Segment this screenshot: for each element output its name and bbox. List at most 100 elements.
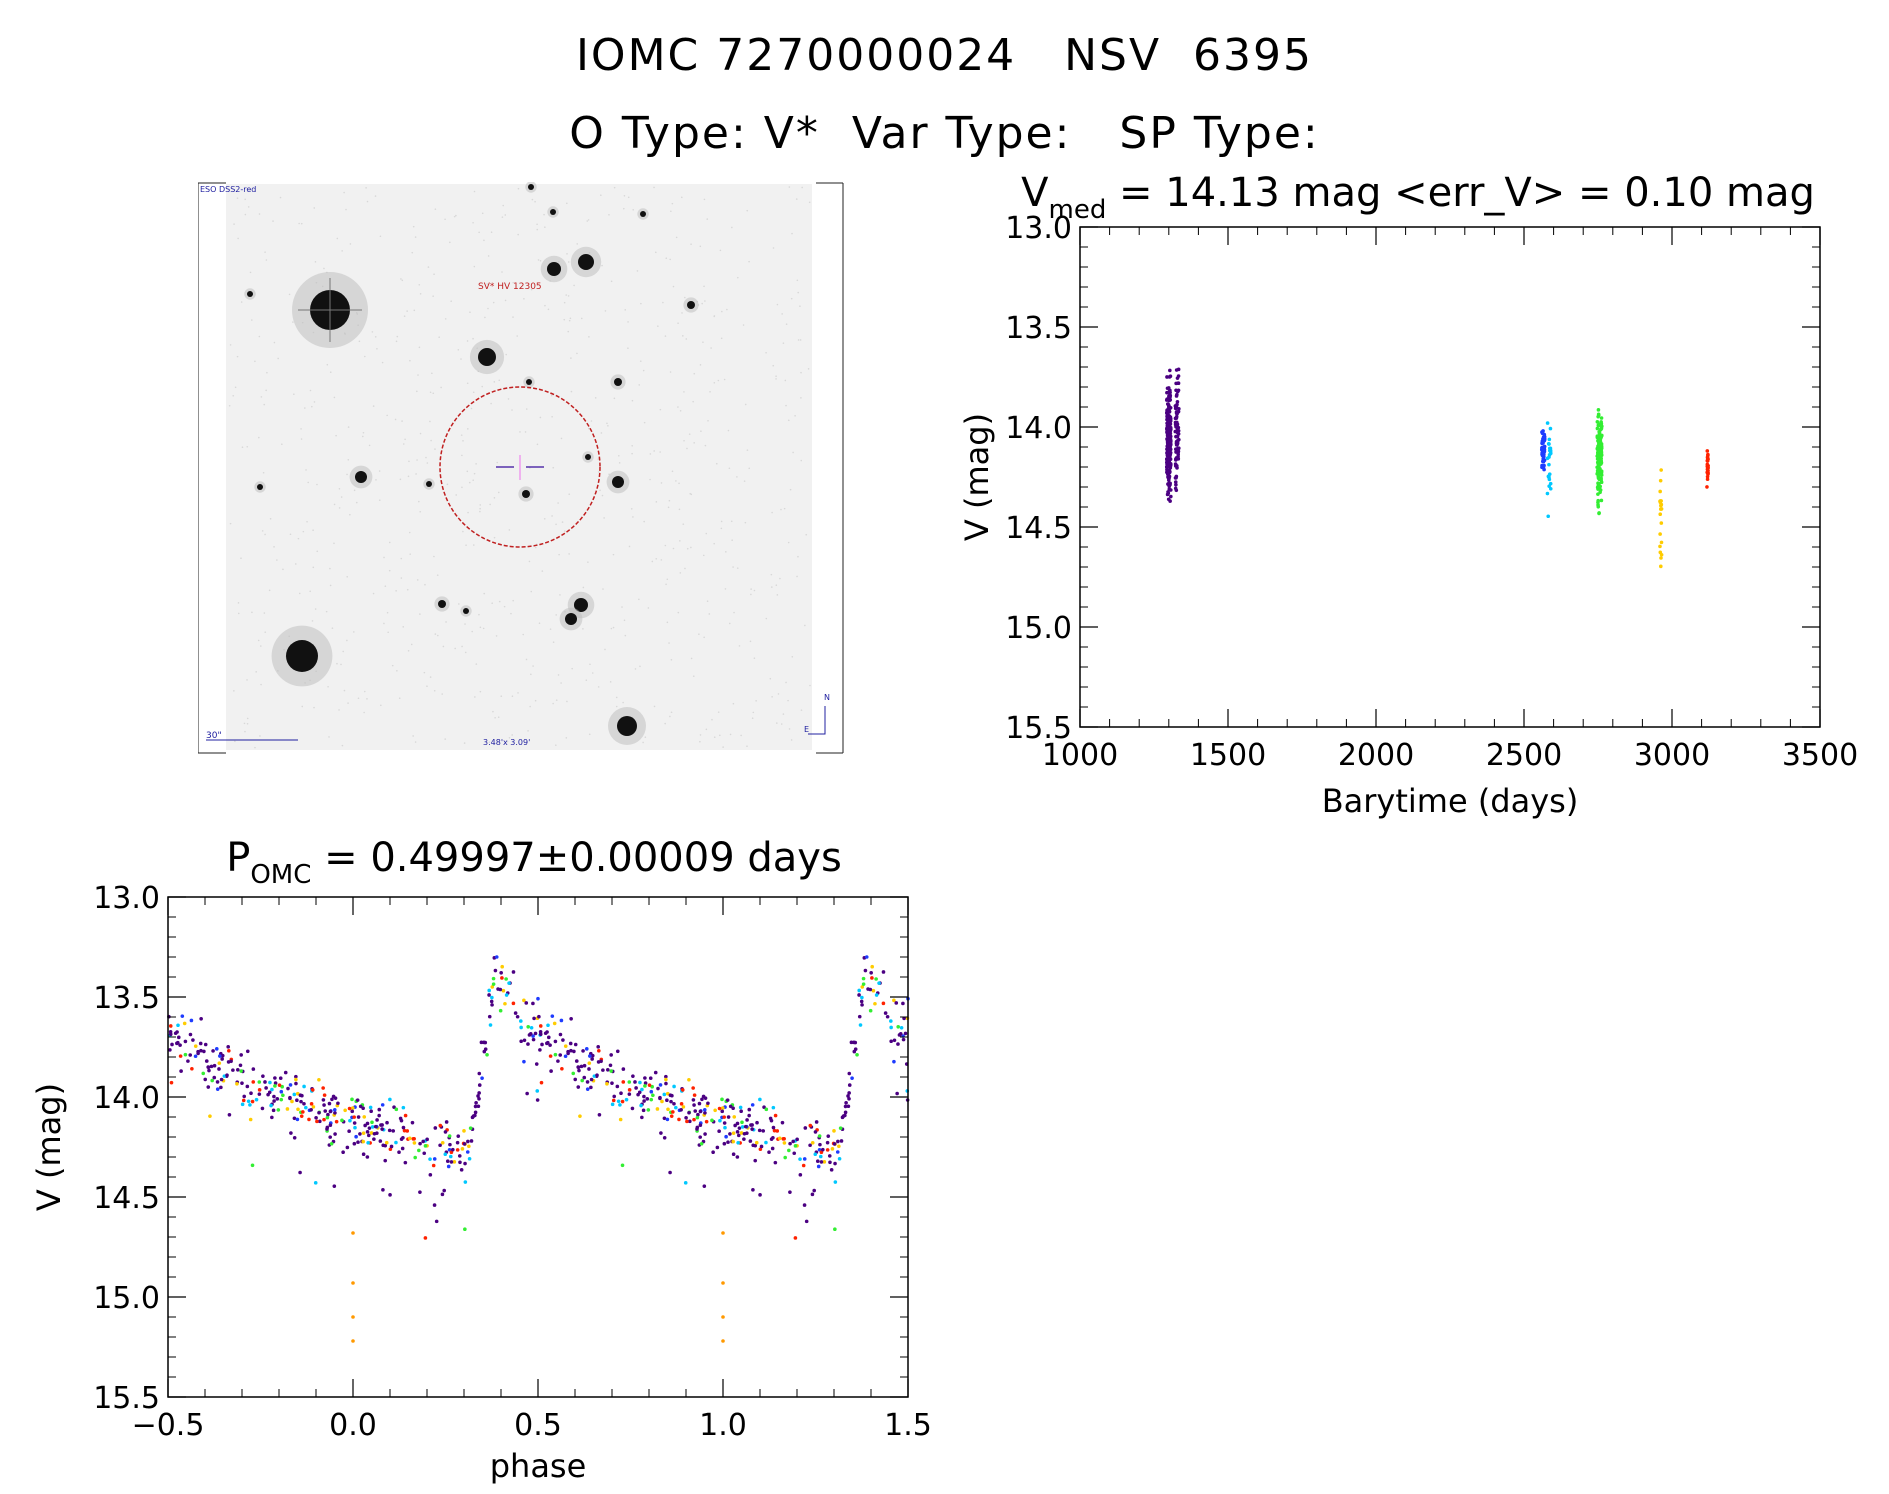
phase-curve-y-tick-label: 13.5	[93, 981, 160, 1016]
sky-noise	[746, 209, 749, 212]
phase-curve-point	[471, 1114, 476, 1118]
phase-curve-point	[356, 1115, 361, 1119]
sky-noise	[723, 378, 726, 381]
phase-curve-point	[411, 1137, 416, 1141]
phase-curve-point	[260, 1106, 265, 1111]
light-curve-point	[1176, 367, 1181, 372]
sky-noise	[787, 699, 789, 702]
phase-curve-point	[810, 1140, 815, 1145]
phase-curve-point	[225, 1073, 229, 1077]
phase-curve-point	[609, 1069, 613, 1073]
phase-curve-point	[476, 1094, 480, 1098]
phase-curve-point	[812, 1188, 817, 1193]
light-curve-point	[1596, 446, 1601, 451]
sky-noise	[627, 196, 630, 199]
sky-noise	[391, 664, 394, 667]
sky-noise	[571, 667, 573, 670]
sky-noise	[498, 379, 501, 382]
phase-curve-point	[463, 1161, 467, 1166]
sky-noise	[472, 544, 475, 546]
phase-curve-point	[458, 1160, 462, 1165]
phase-curve-point	[767, 1150, 771, 1154]
sky-noise	[568, 319, 571, 322]
sky-noise	[555, 744, 557, 746]
sky-noise	[431, 372, 433, 375]
sky-noise	[665, 583, 667, 586]
phase-curve-point	[698, 1135, 702, 1139]
sky-noise	[440, 386, 442, 389]
phase-curve-point	[279, 1097, 284, 1102]
light-curve-point	[1548, 486, 1553, 491]
phase-curve-point	[407, 1136, 412, 1141]
sky-noise	[336, 662, 338, 665]
phase-curve-point	[569, 1016, 573, 1021]
sky-noise	[416, 579, 419, 581]
phase-curve-point	[827, 1154, 832, 1158]
phase-curve-point	[605, 1068, 610, 1072]
phase-curve-point	[580, 1078, 584, 1083]
sky-noise	[711, 718, 713, 721]
phase-curve-point	[620, 1163, 625, 1168]
sky-noise	[732, 566, 734, 568]
phase-curve-point	[235, 1082, 239, 1086]
phase-curve-point	[627, 1092, 632, 1096]
phase-curve-point	[352, 1141, 357, 1146]
phase-curve-point	[868, 1008, 873, 1013]
phase-curve-point	[188, 1053, 193, 1057]
phase-curve-point	[531, 1037, 536, 1042]
phase-curve-point	[579, 1064, 584, 1069]
sky-noise	[426, 462, 429, 464]
sky-noise	[787, 541, 790, 544]
sky-noise	[649, 453, 652, 455]
light-curve-x-tick-label: 1000	[1042, 738, 1118, 773]
phase-curve-point	[241, 1098, 246, 1103]
sky-noise	[770, 573, 773, 576]
sky-noise	[260, 683, 262, 686]
light-curve-point	[1597, 443, 1601, 448]
phase-curve-point	[846, 1104, 851, 1109]
phase-curve-point	[460, 1147, 465, 1151]
sky-noise	[692, 400, 694, 403]
phase-curve-point	[434, 1219, 439, 1224]
phase-curve-point	[735, 1155, 740, 1159]
light-curve-point	[1174, 474, 1179, 479]
sky-noise	[342, 650, 344, 653]
phase-curve-point	[589, 1077, 594, 1082]
phase-curve-point	[624, 1097, 629, 1102]
phase-curve-point	[533, 1031, 538, 1036]
sky-noise	[558, 553, 560, 556]
sky-noise	[483, 239, 485, 242]
phase-curve-point	[680, 1088, 685, 1092]
phase-curve-point	[843, 1110, 848, 1115]
sky-noise	[609, 681, 612, 683]
light-curve-point	[1167, 409, 1172, 414]
phase-curve-point	[638, 1080, 642, 1085]
light-curve-point	[1173, 420, 1178, 425]
phase-curve-point	[889, 1019, 893, 1023]
phase-curve-point	[263, 1080, 267, 1084]
sky-noise	[532, 665, 534, 667]
phase-curve-point	[615, 1049, 620, 1054]
sky-noise	[560, 682, 562, 684]
phase-curve-point	[777, 1136, 782, 1141]
sky-noise	[618, 462, 621, 464]
sky-noise	[534, 546, 537, 549]
phase-curve-point	[457, 1154, 462, 1158]
phase-curve-x-tick-label: 0.5	[514, 1408, 562, 1443]
sky-noise	[686, 447, 688, 450]
sky-noise	[717, 711, 720, 713]
sky-noise	[306, 520, 308, 523]
phase-curve-point	[397, 1150, 401, 1154]
phase-curve-point	[203, 1042, 208, 1047]
sky-noise	[402, 626, 405, 628]
phase-curve-point	[488, 1023, 493, 1027]
sky-noise	[789, 488, 792, 491]
sky-noise	[672, 285, 675, 288]
sky-noise	[630, 508, 633, 510]
phase-curve-point	[522, 1038, 527, 1043]
sky-noise	[259, 735, 261, 737]
light-curve-point	[1165, 492, 1170, 497]
phase-curve-point	[203, 1077, 208, 1082]
sky-noise	[580, 317, 583, 320]
phase-curve-point	[837, 1144, 841, 1149]
